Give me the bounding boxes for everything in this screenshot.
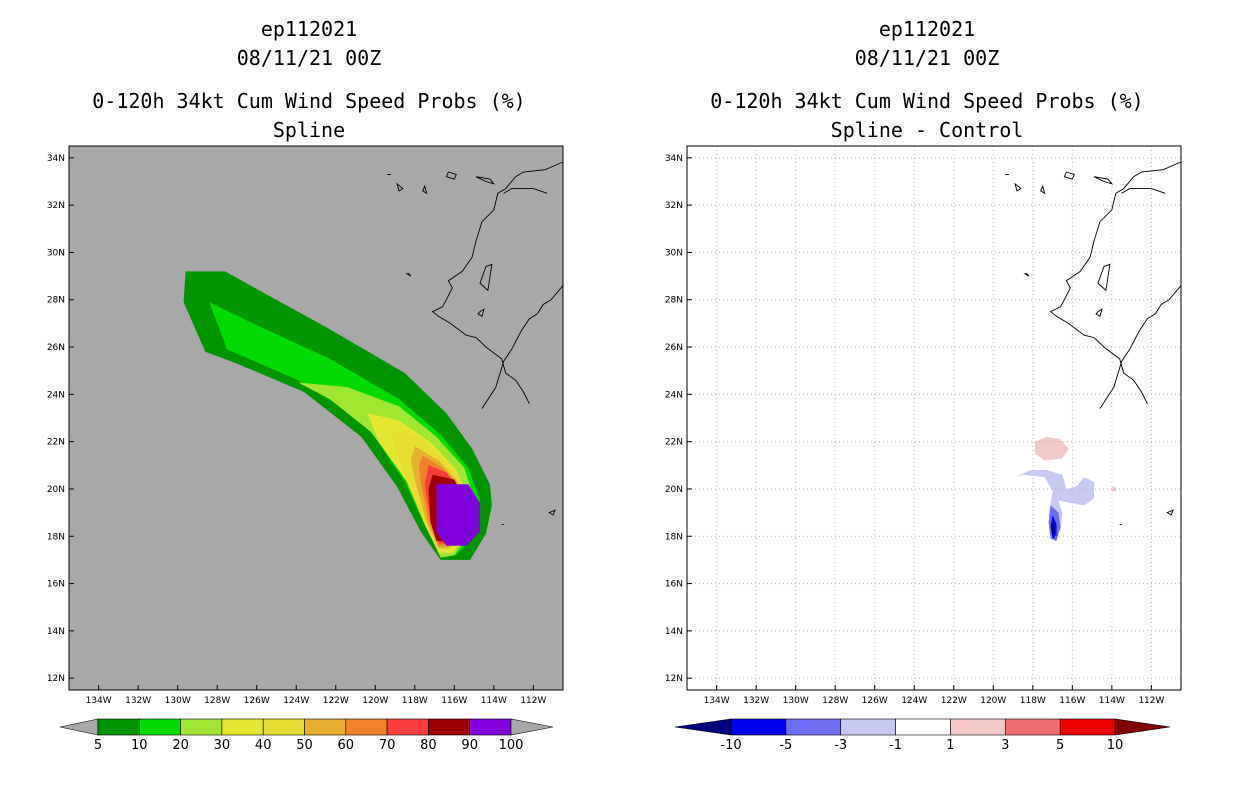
y-tick-label: 28N [665, 296, 683, 306]
y-tick-label: 16N [47, 580, 65, 590]
x-tick-label: 130W [165, 696, 191, 706]
x-tick-label: 134W [704, 696, 730, 706]
x-tick-label: 122W [941, 696, 967, 706]
y-tick-label: 26N [665, 343, 683, 353]
y-tick-label: 14N [47, 627, 65, 637]
colorbar-bin [428, 719, 469, 735]
colorbar-arrow-high [1115, 719, 1170, 735]
y-tick-label: 12N [665, 674, 683, 684]
colorbar-label: 1 [946, 738, 954, 753]
contour-level-90 [437, 484, 481, 546]
colorbar-bin [896, 719, 951, 735]
left-colorbar: 5 10 20 30 40 50 60 70 80 90 100 [60, 719, 553, 753]
y-tick-label: 32N [47, 201, 65, 211]
x-tick-label: 126W [862, 696, 888, 706]
colorbar-label: 50 [296, 738, 313, 753]
x-tick-label: 118W [402, 696, 428, 706]
y-tick-label: 18N [665, 532, 683, 542]
y-tick-label: 34N [665, 154, 683, 164]
x-tick-label: 120W [362, 696, 388, 706]
x-tick-label: 116W [1059, 696, 1085, 706]
y-tick-label: 34N [47, 154, 65, 164]
x-tick-label: 126W [244, 696, 270, 706]
colorbar-label: -1 [889, 738, 902, 753]
x-tick-label: 128W [204, 696, 230, 706]
colorbar-bin [1005, 719, 1060, 735]
colorbar-label: 80 [420, 738, 437, 753]
colorbar-bin [346, 719, 387, 735]
x-tick-label: 132W [125, 696, 151, 706]
right-colorbar: -10 -5 -3 -1 1 3 5 10 [675, 719, 1170, 753]
colorbar-label: 5 [1056, 738, 1064, 753]
colorbar-label: 3 [1001, 738, 1009, 753]
x-tick-label: 112W [1138, 696, 1164, 706]
colorbar-label: 10 [1107, 738, 1124, 753]
wind-probability-charts: 134W 132W 130W 128W 126W 124W 122W 120W 118W 116W… [0, 0, 1236, 800]
colorbar-label: 100 [499, 738, 524, 753]
y-tick-label: 18N [47, 532, 65, 542]
colorbar-bin [731, 719, 786, 735]
colorbar-bin [387, 719, 428, 735]
x-tick-label: 122W [323, 696, 349, 706]
colorbar-bin [305, 719, 346, 735]
x-tick-label: 128W [822, 696, 848, 706]
y-tick-label: 30N [665, 248, 683, 258]
x-tick-label: 112W [520, 696, 546, 706]
y-tick-label: 20N [665, 485, 683, 495]
y-tick-label: 12N [47, 674, 65, 684]
colorbar-label: -3 [834, 738, 847, 753]
colorbar-label: -5 [779, 738, 792, 753]
y-tick-label: 28N [47, 296, 65, 306]
y-tick-label: 30N [47, 248, 65, 258]
colorbar-label: 90 [461, 738, 478, 753]
x-tick-label: 130W [783, 696, 809, 706]
colorbar-label: 20 [172, 738, 189, 753]
x-tick-label: 134W [86, 696, 112, 706]
colorbar-arrow-low [60, 719, 98, 735]
x-tick-label: 114W [1099, 696, 1125, 706]
colorbar-bin [139, 719, 180, 735]
y-tick-label: 22N [47, 438, 65, 448]
x-tick-label: 114W [481, 696, 507, 706]
map-background [687, 146, 1181, 690]
colorbar-label: 5 [94, 738, 102, 753]
x-tick-label: 116W [441, 696, 467, 706]
colorbar-bin [950, 719, 1005, 735]
colorbar-bin [470, 719, 511, 735]
colorbar-bin [1060, 719, 1115, 735]
colorbar-label: 10 [131, 738, 148, 753]
colorbar-arrow-low [675, 719, 731, 735]
colorbar-bin [263, 719, 304, 735]
colorbar-bin [841, 719, 896, 735]
colorbar-label: 30 [214, 738, 231, 753]
x-tick-label: 118W [1020, 696, 1046, 706]
colorbar-label: 40 [255, 738, 272, 753]
left-map-panel: 134W 132W 130W 128W 126W 124W 122W 120W 118W 116W… [47, 146, 603, 706]
y-tick-label: 24N [665, 390, 683, 400]
y-tick-label: 20N [47, 485, 65, 495]
colorbar-bin [786, 719, 841, 735]
x-tick-label: 124W [901, 696, 927, 706]
y-tick-label: 14N [665, 627, 683, 637]
colorbar-bin [222, 719, 263, 735]
right-map-panel: 134W 132W 130W 128W 126W 124W 122W 120W 118W 116W… [665, 146, 1221, 706]
colorbar-bin [98, 719, 139, 735]
y-tick-label: 26N [47, 343, 65, 353]
y-tick-label: 32N [665, 201, 683, 211]
x-tick-label: 132W [743, 696, 769, 706]
colorbar-arrow-high [511, 719, 553, 735]
colorbar-label: 60 [338, 738, 355, 753]
map-background [69, 146, 563, 690]
y-tick-label: 24N [47, 390, 65, 400]
x-tick-label: 124W [283, 696, 309, 706]
y-tick-label: 22N [665, 438, 683, 448]
colorbar-label: -10 [720, 738, 741, 753]
colorbar-bin [181, 719, 222, 735]
x-tick-label: 120W [980, 696, 1006, 706]
y-tick-label: 16N [665, 580, 683, 590]
colorbar-label: 70 [379, 738, 396, 753]
